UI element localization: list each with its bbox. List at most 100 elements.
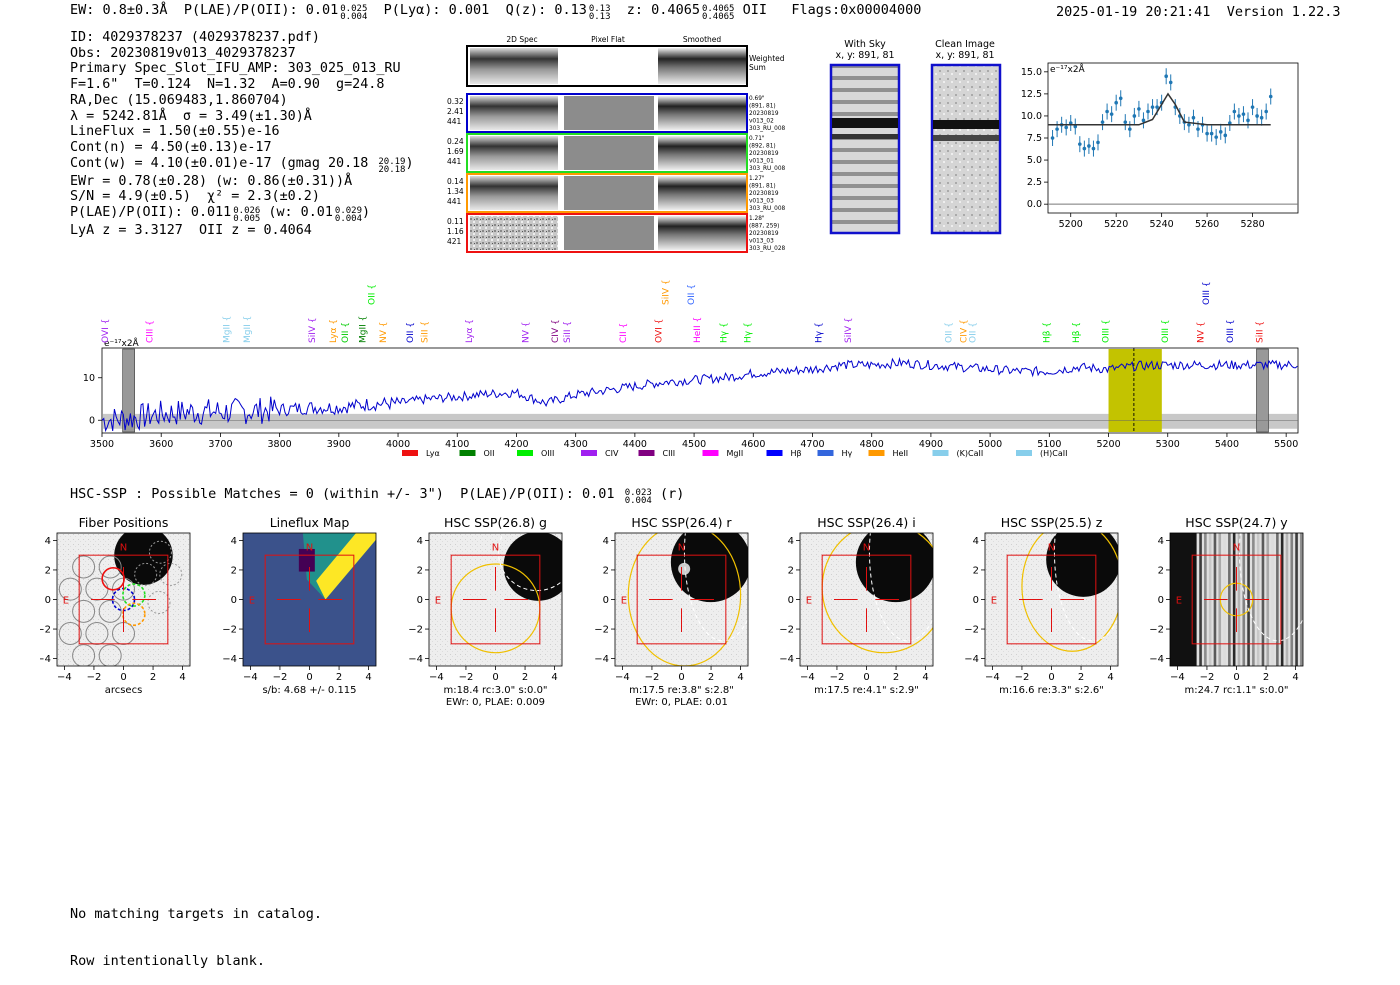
east-label: E <box>1176 596 1182 607</box>
spectrum-xtick-label: 4000 <box>386 439 410 450</box>
fiber-circle-dashed <box>134 562 158 586</box>
cutout-smoothed <box>658 96 746 130</box>
panel-ytick-label: 2 <box>231 565 237 576</box>
panel-ytick-label: 4 <box>231 536 237 547</box>
zoom-data-point <box>1155 105 1159 109</box>
footer-line-1: No matching targets in catalog. <box>70 906 322 922</box>
fiber-circle <box>98 599 122 623</box>
y-band-stripe <box>1232 533 1236 666</box>
spectrum-masked-region <box>1256 348 1269 433</box>
fiber-circle-highlight <box>101 567 125 591</box>
bright-source <box>114 533 173 585</box>
zoom-data-point <box>1232 109 1237 114</box>
panel-caption: m:16.6 re:3.3" s:2.6" <box>999 685 1104 696</box>
zoom-data-point <box>1073 124 1078 129</box>
panel-xtick-label: 2 <box>708 672 714 683</box>
hsc-panel-title: Lineflux Map <box>270 515 350 530</box>
cutout-row-right-label: v013_03 <box>749 239 774 245</box>
panel-xtick-label: 4 <box>922 672 928 683</box>
panel-ytick-label: 0 <box>973 595 979 606</box>
zoom-data-point <box>1218 130 1223 134</box>
plae-w-text: (w: 0.01 <box>268 205 333 221</box>
legend-swatch <box>932 450 949 456</box>
bright-source <box>670 533 748 603</box>
hsc-panel: Fiber Positions N E −4 −2 0 2 4 4 2 0 −2 −4 arcsecs <box>40 515 191 696</box>
zoom-data-point <box>1055 127 1059 131</box>
spectrum-line-label: NV { <box>379 322 389 343</box>
footer-line-2: Row intentionally blank. <box>70 952 266 969</box>
panel-ytick-label: −4 <box>964 654 979 665</box>
panel-caption: m:24.7 rc:1.1" s:0.0" <box>1184 685 1288 696</box>
cutout-row-right-label: v013_01 <box>749 159 774 165</box>
version-value: Version 1.22.3 <box>1226 4 1341 20</box>
y-band-stripe <box>1300 533 1303 666</box>
hsc-summary-lo: 0.004 <box>624 496 652 506</box>
spectrum-line-label: CIII { <box>145 320 155 343</box>
bright-source <box>1046 533 1118 597</box>
panel-xtick-label: 2 <box>1078 672 1084 683</box>
cutout-row-right-label: 1.27" <box>749 176 765 182</box>
panel-caption: EWr: 0, PLAE: 0.01 <box>635 697 728 708</box>
info-fline: F=1.6" T=0.124 N=1.32 A=0.90 g=24.8 <box>70 77 385 93</box>
weighted-sum-label-2: Sum <box>749 63 766 72</box>
bright-source <box>503 533 562 601</box>
zoom-data-point <box>1150 105 1155 109</box>
panel-ytick-label: 4 <box>417 536 423 547</box>
zoom-data-point <box>1168 80 1173 85</box>
zoom-data-point <box>1141 118 1146 123</box>
contw-hi: 20.19 <box>378 156 406 167</box>
spectrum-xtick-label: 3500 <box>90 439 114 450</box>
info-contw: Cont(w) = 4.10(±0.01)e-17 (gmag 20.18 20… <box>70 155 414 175</box>
info-radec: RA,Dec (15.069483,1.860704) <box>70 92 288 108</box>
search-box <box>264 554 355 645</box>
full-spectrum-chart: e⁻¹⁷x2Å 3500 3600 3700 3800 3900 4000 4100 4200… <box>83 279 1299 458</box>
fiber-circle <box>72 599 96 623</box>
legend-swatch <box>868 450 885 456</box>
zoom-data-point <box>1146 109 1150 114</box>
spectrum-line-label: OII { <box>341 322 351 343</box>
footer-notes: No matching targets in catalog. Row inte… <box>70 876 322 985</box>
legend-label: Hβ <box>791 449 802 458</box>
panel-xtick-label: 4 <box>1107 672 1113 683</box>
legend-swatch <box>766 450 783 456</box>
fiber-circle <box>72 644 96 666</box>
cutout-row-right-label: 20230819 <box>749 151 779 157</box>
spectrum-line-label: OII { <box>687 284 697 305</box>
zoom-ytick-label: 15.0 <box>1021 67 1042 78</box>
panel-xtick-label: 0 <box>678 672 684 683</box>
spectrum-line-label: OII { <box>367 284 377 305</box>
y-band-stripe <box>1271 533 1274 666</box>
plae-lo: 0.004 <box>340 12 368 22</box>
panel-xtick-label: 4 <box>365 672 371 683</box>
zoom-data-point <box>1187 122 1191 127</box>
with-sky-image <box>829 63 901 235</box>
panel-ytick-label: −2 <box>964 625 979 636</box>
y-band-stripe <box>1237 533 1241 666</box>
spectrum-line-label: SiIV { <box>662 279 672 305</box>
panel-xtick-label: −2 <box>87 672 102 683</box>
panel-ytick-label: 0 <box>417 595 423 606</box>
spectrum-xtick-label: 4200 <box>504 439 528 450</box>
hsc-panel-title: HSC SSP(25.5) z <box>1001 515 1103 530</box>
zoom-xtick-label: 5260 <box>1195 219 1219 230</box>
cutout-row-right-label: (887, 259) <box>749 224 779 230</box>
cutout-2dspec <box>470 216 558 250</box>
panel-ytick-label: 2 <box>603 565 609 576</box>
zoom-xtick-label: 5220 <box>1104 219 1128 230</box>
panel-ytick-label: −4 <box>594 654 609 665</box>
spectrum-line-label: HeII { <box>693 317 703 343</box>
lineflux-region-yellow <box>316 533 376 600</box>
contw-text: Cont(w) = 4.10(±0.01)e-17 (gmag 20.18 <box>70 155 369 171</box>
spectrum-line-label: CIV { <box>959 319 969 343</box>
panel-ytick-label: −2 <box>222 625 237 636</box>
spectrum-axes-frame <box>101 347 1299 434</box>
saturated-core <box>678 562 691 575</box>
contw-close: ) <box>405 155 414 171</box>
cutout-row-left-label: 0.11 <box>447 217 464 226</box>
panel-xtick-label: −4 <box>800 672 815 683</box>
plae-w-hi: 0.029 <box>334 206 362 217</box>
panel-ytick-label: 0 <box>603 595 609 606</box>
panel-ytick-label: −2 <box>40 625 51 636</box>
cutout-row-right-label: v013_02 <box>749 119 774 125</box>
zoom-data-point <box>1078 142 1082 146</box>
